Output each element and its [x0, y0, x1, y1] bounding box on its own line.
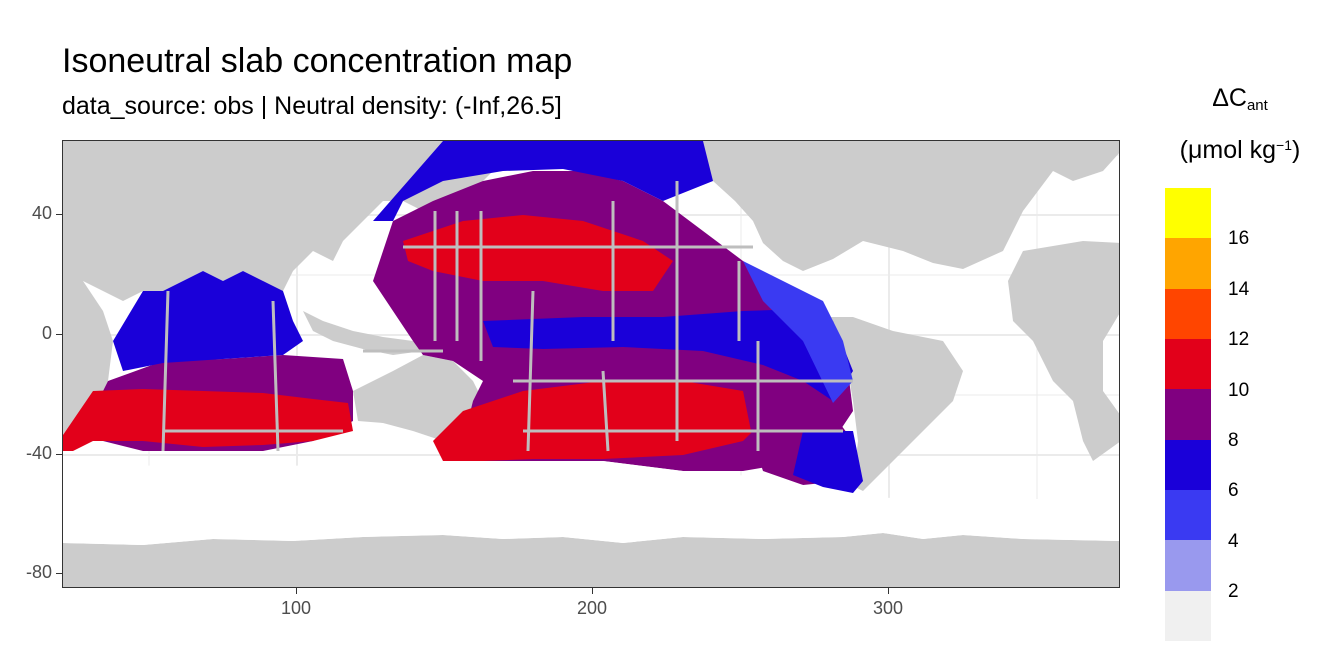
y-tick-label: -40: [25, 443, 52, 463]
legend-unit-sup: −1: [1276, 137, 1292, 153]
chart-subtitle: data_source: obs | Neutral density: (-In…: [62, 92, 562, 120]
y-tick-label: 40: [31, 203, 52, 223]
legend-unit-pre: (μmol kg: [1179, 136, 1277, 164]
legend-unit-post: ): [1292, 136, 1301, 164]
north-america-land: [663, 141, 1119, 271]
equatorial-pacific-blue: [483, 309, 853, 401]
legend-title: ΔCant: [1160, 84, 1320, 114]
legend-swatch: [1165, 338, 1211, 390]
legend-swatch: [1165, 540, 1211, 591]
x-tick-200: [592, 588, 593, 594]
legend-title-main: ΔC: [1212, 84, 1247, 112]
x-tick-label: 200: [576, 598, 608, 618]
map-panel: [62, 140, 1120, 588]
eastern-pacific-light-blue: [743, 261, 853, 403]
x-tick-label: 100: [280, 598, 312, 618]
legend-label: 16: [1228, 228, 1250, 249]
legend-title-sub: ant: [1246, 97, 1268, 114]
legend-swatch: [1165, 439, 1211, 490]
y-tick-0: [56, 334, 62, 335]
map-svg: [63, 141, 1119, 587]
southeast-asia-islands: [303, 311, 423, 355]
legend-unit: (μmol kg−1): [1160, 136, 1320, 165]
legend-label: 2: [1228, 581, 1239, 602]
y-tick-label: 0: [41, 323, 52, 343]
legend-swatch: [1165, 389, 1211, 440]
legend-swatch: [1165, 590, 1211, 641]
y-tick-40: [56, 214, 62, 215]
south-america-land: [823, 317, 963, 491]
legend-swatch: [1165, 489, 1211, 541]
legend-label: 8: [1228, 430, 1239, 451]
legend-color-bar: [1165, 188, 1211, 641]
legend-label: 4: [1228, 531, 1239, 552]
indian-ocean-red: [63, 389, 353, 451]
x-tick-100: [296, 588, 297, 594]
chart-title: Isoneutral slab concentration map: [62, 42, 573, 80]
australia-land: [353, 355, 483, 441]
legend-swatch: [1165, 188, 1211, 239]
y-tick-neg80: [56, 573, 62, 574]
legend-label: 14: [1228, 279, 1250, 300]
north-pacific-blue: [373, 141, 713, 221]
legend-label: 10: [1228, 380, 1250, 401]
x-tick-300: [888, 588, 889, 594]
southern-ocean-white: [63, 461, 1119, 545]
indian-ocean-blue: [113, 271, 303, 371]
survey-tracks: [161, 181, 853, 452]
africa-land: [1008, 241, 1119, 461]
south-pacific-red: [433, 381, 763, 461]
x-tick-label: 300: [872, 598, 904, 618]
legend-label: 6: [1228, 480, 1239, 501]
y-tick-label: -80: [25, 562, 52, 582]
legend-label: 12: [1228, 329, 1250, 350]
y-tick-neg40: [56, 454, 62, 455]
southeast-pacific-blue: [793, 431, 863, 493]
african-coast-west: [63, 281, 113, 436]
antarctica-land: [63, 533, 1119, 587]
north-pacific-red: [403, 215, 673, 291]
legend-swatch: [1165, 288, 1211, 339]
legend-swatch: [1165, 238, 1211, 289]
eurasia-land: [63, 141, 603, 301]
